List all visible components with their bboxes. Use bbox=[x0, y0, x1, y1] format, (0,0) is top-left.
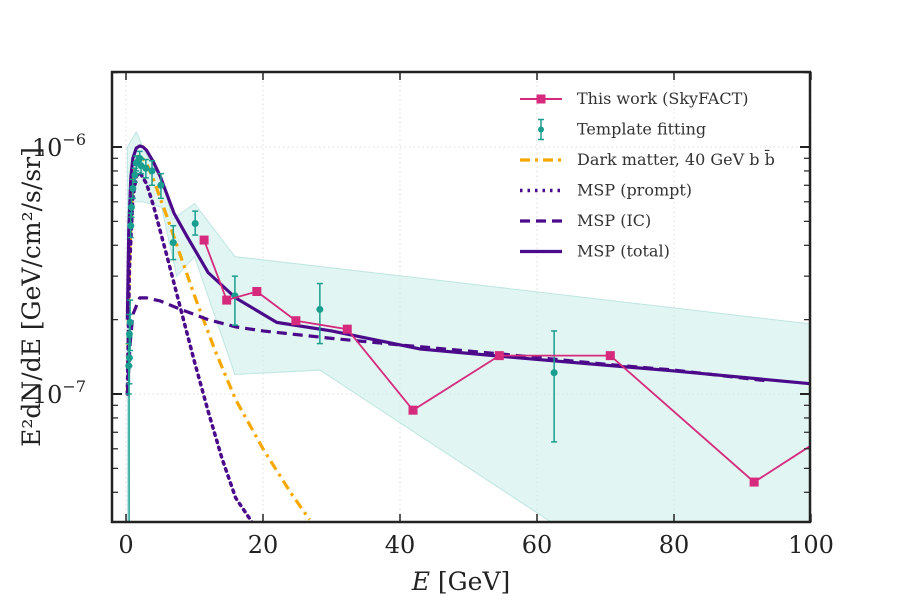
skyfact-marker bbox=[408, 405, 418, 415]
legend-label: MSP (prompt) bbox=[577, 181, 692, 200]
x-tick-label: 80 bbox=[659, 531, 690, 559]
legend-item: MSP (prompt) bbox=[520, 181, 692, 200]
skyfact-marker bbox=[749, 477, 759, 487]
skyfact-line bbox=[203, 239, 810, 484]
data-point bbox=[148, 167, 156, 175]
y-axis-label: E²dN/dE [GeV/cm²/s/sr] bbox=[17, 147, 46, 447]
data-point bbox=[131, 171, 139, 179]
x-tick-label: 100 bbox=[788, 531, 834, 559]
ticks bbox=[112, 72, 812, 522]
legend-label: Dark matter, 40 GeV b b̄ bbox=[577, 148, 775, 169]
data-point bbox=[127, 203, 135, 211]
y-tick-label: 10−7 bbox=[32, 377, 86, 409]
template-fitting-point bbox=[316, 282, 324, 345]
skyfact-marker bbox=[342, 324, 352, 334]
legend-swatch-marker bbox=[538, 126, 544, 133]
template-fitting-point bbox=[148, 159, 156, 187]
y-tick-label: 10−6 bbox=[32, 130, 86, 162]
uncertainty-band-layer bbox=[126, 130, 810, 522]
template-fitting-point bbox=[157, 172, 165, 200]
template-fitting-point bbox=[126, 299, 134, 352]
legend-label: MSP (IC) bbox=[577, 211, 651, 230]
legend-item: MSP (IC) bbox=[520, 211, 651, 230]
template-fitting-point bbox=[550, 330, 558, 443]
data-point bbox=[169, 239, 177, 247]
legend-label: MSP (total) bbox=[577, 242, 670, 261]
legend-item: This work (SkyFACT) bbox=[520, 89, 749, 108]
x-tick-labels: 0 20 40 60 80 100 bbox=[118, 531, 834, 559]
skyfact-marker bbox=[199, 235, 209, 245]
skyfact-marker bbox=[605, 351, 615, 361]
x-tick-label: 0 bbox=[118, 531, 133, 559]
data-point bbox=[126, 318, 134, 326]
legend-item: MSP (total) bbox=[520, 242, 670, 261]
legend-label: This work (SkyFACT) bbox=[577, 89, 749, 108]
data-point bbox=[316, 305, 324, 313]
data-point bbox=[157, 181, 165, 189]
skyfact-marker bbox=[252, 287, 262, 297]
series-line-dotted bbox=[125, 170, 255, 522]
data-point bbox=[550, 369, 558, 377]
x-tick-label: 60 bbox=[522, 531, 553, 559]
y-tick-labels: 10−6 10−7 bbox=[32, 130, 86, 409]
plot-frame bbox=[110, 70, 812, 524]
skyfact-marker bbox=[841, 419, 850, 428]
data-point bbox=[191, 220, 199, 228]
series-layer bbox=[125, 144, 850, 522]
template-fitting-point bbox=[169, 224, 177, 261]
skyfact-marker bbox=[222, 295, 232, 305]
uncertainty-band bbox=[126, 130, 810, 522]
legend-swatch-marker bbox=[536, 94, 546, 104]
legend-item: Template fitting bbox=[538, 118, 706, 141]
legend-item: Dark matter, 40 GeV b b̄ bbox=[520, 148, 775, 169]
x-tick-label: 20 bbox=[248, 531, 279, 559]
template-fitting-point bbox=[142, 158, 150, 179]
legend-label: Template fitting bbox=[577, 120, 706, 139]
x-tick-label: 40 bbox=[385, 531, 416, 559]
data-point bbox=[129, 184, 137, 192]
skyfact-marker bbox=[494, 351, 504, 361]
skyfact-marker bbox=[291, 316, 301, 326]
template-fitting-point bbox=[191, 210, 199, 236]
data-point bbox=[142, 164, 150, 172]
x-axis-label: E [GeV] bbox=[411, 567, 511, 596]
legend: This work (SkyFACT) Template fitting Dark … bbox=[520, 89, 775, 261]
data-point bbox=[127, 222, 135, 230]
